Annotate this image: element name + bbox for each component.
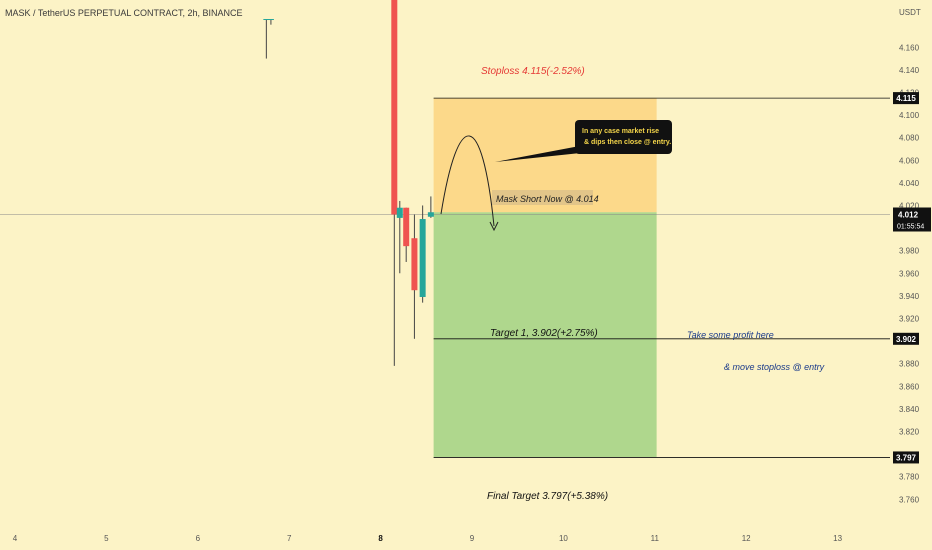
price-tick-label: 4.160	[899, 43, 920, 52]
price-tick-label: 3.960	[899, 269, 920, 278]
final-target-label: Final Target 3.797(+5.38%)	[487, 491, 608, 502]
time-tick-label: 5	[104, 534, 109, 543]
stoploss-price-tag: 4.115	[896, 94, 916, 103]
profit-note: Take some profit here	[687, 330, 774, 340]
price-tick-label: 3.820	[899, 427, 920, 436]
current-price-tag-bg	[893, 207, 931, 232]
candle-body-2[interactable]	[267, 19, 274, 21]
stoploss-price-tag-bg	[893, 92, 919, 105]
arrow-head-icon	[489, 221, 499, 232]
candle-body-1[interactable]	[263, 19, 270, 21]
callout-line1: In any case market rise	[582, 128, 659, 135]
price-tick-label: 3.880	[899, 360, 920, 369]
price-tick-label: 3.860	[899, 382, 920, 391]
time-tick-label: 9	[470, 534, 475, 543]
stoploss-label: Stoploss 4.115(-2.52%)	[481, 66, 585, 77]
current-price-tag: 4.012	[898, 211, 919, 220]
time-tick-label: 6	[196, 534, 201, 543]
axis-currency-label: USDT	[899, 8, 921, 17]
time-tick-label: 8	[378, 534, 383, 543]
time-axis-panel[interactable]	[0, 520, 890, 550]
candle-body-3[interactable]	[391, 0, 398, 215]
candle-body-8[interactable]	[427, 212, 434, 217]
scenario-arc-arrow	[440, 135, 495, 227]
time-tick-label: 11	[651, 534, 660, 543]
candle-body-5[interactable]	[403, 207, 410, 247]
target1-label: Target 1, 3.902(+2.75%)	[490, 328, 598, 339]
price-tick-label: 4.080	[899, 134, 920, 143]
target1-price-tag-bg	[893, 332, 919, 345]
price-tick-label: 3.840	[899, 405, 920, 414]
countdown-timer: 01:55:54	[897, 224, 924, 231]
time-tick-label: 10	[559, 534, 568, 543]
reward-zone[interactable]	[433, 212, 657, 458]
final-target-price-tag-bg	[893, 451, 919, 464]
candle-body-6[interactable]	[411, 238, 418, 291]
entry-label: Mask Short Now @ 4.014	[496, 194, 599, 204]
price-tick-label: 3.940	[899, 292, 920, 301]
callout-line2: & dips then close @ entry.	[584, 139, 671, 146]
price-tick-label: 3.920	[899, 314, 920, 323]
final-target-price-tag: 3.797	[896, 453, 917, 462]
price-tick-label: 4.100	[899, 111, 920, 120]
target1-price-tag: 3.902	[896, 335, 917, 344]
price-tick-label: 3.780	[899, 473, 920, 482]
entry-label-background	[492, 190, 593, 205]
price-tick-label: 3.760	[899, 495, 920, 504]
candle-body-4[interactable]	[396, 207, 403, 218]
time-tick-label: 4	[13, 534, 18, 543]
time-tick-label: 12	[742, 534, 751, 543]
candle-body-7[interactable]	[419, 219, 426, 297]
price-tick-label: 4.060	[899, 156, 920, 165]
price-tick-label: 4.020	[899, 201, 920, 210]
time-tick-label: 7	[287, 534, 292, 543]
price-tick-label: 4.140	[899, 66, 920, 75]
stoploss-move-note: & move stoploss @ entry	[724, 362, 825, 372]
time-tick-label: 13	[833, 534, 842, 543]
callout-box	[575, 120, 672, 154]
price-tick-label: 4.040	[899, 179, 920, 188]
symbol-title: MASK / TetherUS PERPETUAL CONTRACT, 2h, …	[5, 8, 243, 18]
callout-pointer	[495, 145, 590, 162]
price-tick-label: 3.980	[899, 247, 920, 256]
